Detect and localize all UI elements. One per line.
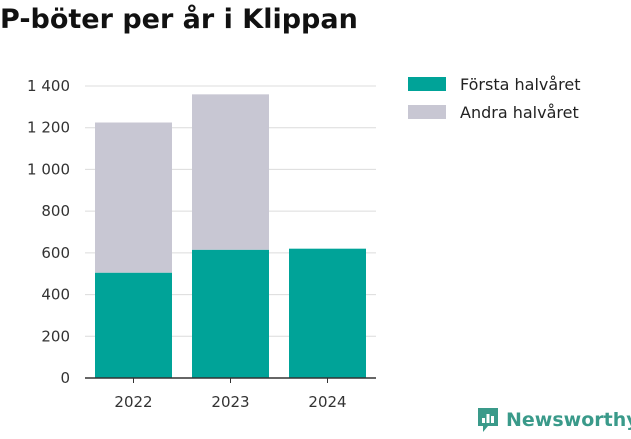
newsworthy-logo-icon (478, 408, 498, 432)
legend-item-second-half: Andra halvåret (408, 98, 581, 126)
y-tick-label: 800 (41, 202, 70, 220)
y-tick-label: 200 (41, 327, 70, 345)
legend-swatch-second-half (408, 105, 446, 119)
legend-label-first-half: Första halvåret (460, 74, 581, 94)
legend-swatch-first-half (408, 77, 446, 91)
y-tick-label: 1 000 (27, 160, 70, 178)
legend: Första halvåret Andra halvåret (408, 70, 581, 126)
x-tick-label: 2023 (211, 393, 249, 411)
bar-second-half (192, 94, 269, 250)
brand-logo: Newsworthy (476, 406, 631, 434)
y-tick-label: 1 200 (27, 119, 70, 137)
y-tick-label: 400 (41, 286, 70, 304)
y-tick-label: 600 (41, 244, 70, 262)
legend-label-second-half: Andra halvåret (460, 102, 579, 122)
bar-first-half (95, 272, 172, 378)
bar-first-half (192, 249, 269, 378)
x-tick-label: 2022 (114, 393, 152, 411)
legend-item-first-half: Första halvåret (408, 70, 581, 98)
brand-name: Newsworthy (506, 409, 631, 431)
y-tick-label: 0 (60, 369, 70, 387)
bar-first-half (289, 248, 366, 378)
chart-title: P-böter per år i Klippan (0, 4, 358, 35)
y-tick-label: 1 400 (27, 77, 70, 95)
bar-second-half (95, 122, 172, 273)
x-tick-label: 2024 (308, 393, 346, 411)
